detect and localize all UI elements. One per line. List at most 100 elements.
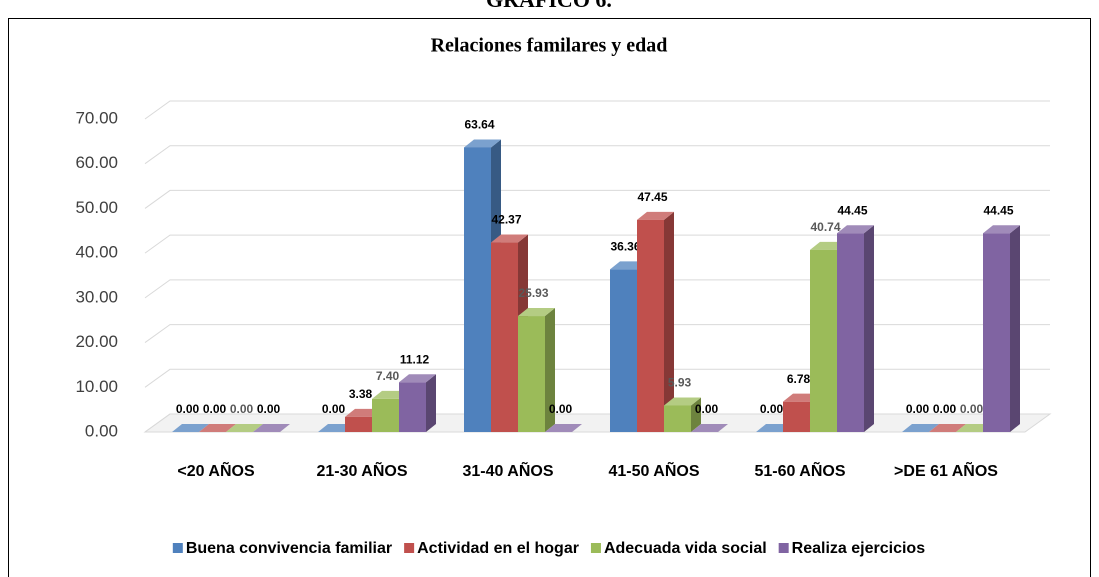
bar [837, 233, 864, 432]
grid-line [144, 324, 1050, 343]
bar-top [172, 424, 209, 432]
value-label: 0.00 [203, 402, 227, 416]
legend-swatch [778, 543, 789, 553]
bar-top [837, 225, 874, 234]
value-label: 0.00 [322, 402, 346, 416]
grid-line [144, 145, 1050, 165]
bar [983, 233, 1010, 432]
y-tick-label: 20.00 [75, 332, 118, 351]
bar-top [464, 139, 501, 148]
bar [464, 147, 491, 432]
legend-label: Buena convivencia familiar [186, 540, 392, 557]
y-tick-label: 60.00 [75, 153, 118, 172]
value-label: 0.00 [695, 402, 719, 416]
value-label: 47.45 [637, 190, 667, 204]
bar-top [929, 424, 966, 432]
value-label: 42.37 [491, 213, 521, 227]
y-tick-label: 0.00 [85, 421, 118, 440]
grid-line [144, 234, 1050, 254]
bar-top [664, 397, 701, 406]
grid-line [144, 368, 1050, 388]
bar-side [864, 225, 874, 432]
bar-top [399, 374, 436, 383]
value-label: 0.00 [906, 402, 930, 416]
legend-swatch [404, 543, 415, 553]
bar-group [664, 397, 701, 432]
bar-group [691, 424, 728, 432]
legend-swatch [172, 543, 183, 553]
bar-top [691, 424, 728, 432]
bar [399, 382, 426, 432]
y-tick-label: 40.00 [75, 243, 118, 262]
bar-group [545, 424, 582, 432]
grid-line [144, 189, 1050, 209]
value-label: 0.00 [549, 402, 573, 416]
value-label: 36.36 [610, 240, 640, 254]
bar-top [253, 424, 290, 432]
bar [610, 269, 637, 432]
x-tick-label: 31-40 AÑOS [463, 460, 554, 480]
x-tick-label: 41-50 AÑOS [609, 460, 700, 480]
legend-label: Adecuada vida social [604, 540, 767, 557]
x-tick-label: 21-30 AÑOS [317, 460, 408, 480]
value-label: 6.78 [787, 372, 811, 386]
legend-label: Actividad en el hogar [417, 540, 579, 557]
heading: GRÁFICO 6. [486, 0, 612, 12]
grid-line [144, 279, 1050, 299]
value-label: 25.93 [518, 286, 548, 300]
legend-label: Realiza ejercicios [792, 540, 926, 557]
bar-side [691, 397, 701, 432]
bar-group [518, 308, 555, 432]
value-label: 0.00 [960, 402, 984, 416]
value-label: 63.64 [464, 118, 494, 132]
bar-side [1010, 225, 1020, 432]
y-tick-label: 30.00 [75, 287, 118, 306]
bar [491, 242, 518, 432]
bar-group [253, 424, 290, 432]
bar [637, 219, 664, 432]
bar [518, 316, 545, 432]
bar [783, 401, 810, 432]
bar-group [837, 225, 874, 432]
bar-top [491, 234, 528, 243]
bar-group [929, 424, 966, 432]
y-tick-label: 50.00 [75, 198, 118, 217]
value-label: 0.00 [176, 402, 200, 416]
y-tick-label: 70.00 [75, 108, 118, 127]
bar-top [226, 424, 263, 432]
bar-side [426, 374, 436, 432]
value-label: 44.45 [837, 203, 867, 217]
legend: Buena convivencia familiar Actividad en e… [172, 540, 926, 557]
value-label: 0.00 [257, 402, 281, 416]
bar-group [199, 424, 236, 432]
bar-top [518, 308, 555, 317]
value-label: 40.74 [810, 220, 840, 234]
value-label: 0.00 [760, 402, 784, 416]
grid-line [144, 100, 1050, 120]
chart-title: Relaciones familares y edad [431, 35, 668, 57]
bar-side [545, 308, 555, 432]
bar [372, 398, 399, 432]
value-label: 0.00 [933, 402, 957, 416]
bar-group [172, 424, 209, 432]
bar [345, 416, 372, 432]
bar-group [637, 211, 674, 432]
legend-swatch [590, 543, 601, 553]
bar [664, 405, 691, 432]
y-tick-label: 10.00 [75, 377, 118, 396]
value-label: 3.38 [349, 387, 373, 401]
bar-group [902, 424, 939, 432]
value-label: 11.12 [400, 352, 430, 366]
value-label: 5.93 [668, 376, 692, 390]
chart-frame [8, 18, 1091, 577]
bar-top [902, 424, 939, 432]
bar-side [664, 211, 674, 432]
value-label: 0.00 [230, 402, 254, 416]
grid-line [144, 413, 1050, 433]
bar [810, 249, 837, 432]
x-tick-label: >DE 61 AÑOS [894, 460, 998, 480]
bar-group [226, 424, 263, 432]
value-label: 7.40 [376, 369, 400, 383]
bar-group [399, 374, 436, 432]
